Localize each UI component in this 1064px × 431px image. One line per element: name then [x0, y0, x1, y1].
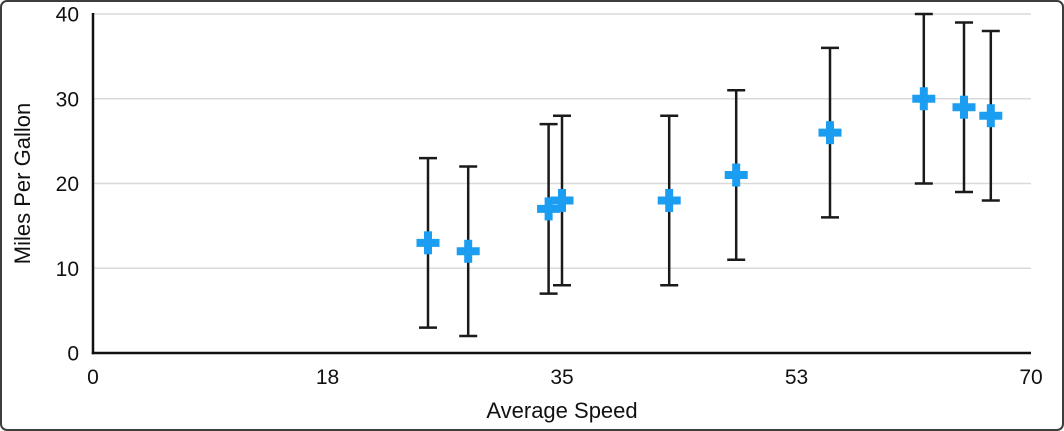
- data-point-marker: [456, 239, 480, 263]
- axes-layer: [91, 13, 1031, 355]
- data-point-marker: [657, 188, 681, 212]
- data-points-layer: [416, 87, 1003, 263]
- x-tick-label: 18: [316, 366, 339, 389]
- y-axis-title: Miles Per Gallon: [10, 103, 35, 264]
- x-tick-label: 0: [87, 366, 99, 389]
- data-point-marker: [537, 197, 561, 221]
- x-tick-label: 53: [785, 366, 808, 389]
- x-tick-label: 35: [550, 366, 573, 389]
- tick-labels-layer: 0 10 20 30 40 0 18 35 53 70: [56, 4, 1043, 390]
- x-axis-title: Average Speed: [486, 398, 637, 423]
- data-point-marker: [979, 104, 1003, 128]
- y-tick-label: 0: [67, 343, 79, 366]
- data-point-marker: [912, 87, 936, 111]
- x-tick-label: 70: [1019, 366, 1042, 389]
- data-point-marker: [550, 188, 574, 212]
- y-tick-label: 20: [56, 173, 79, 196]
- data-point-marker: [952, 95, 976, 119]
- error-bars-layer: [419, 12, 1000, 338]
- data-point-marker: [724, 163, 748, 187]
- y-tick-label: 10: [56, 258, 79, 281]
- data-point-marker: [416, 231, 440, 255]
- y-tick-label: 40: [56, 4, 79, 27]
- data-point-marker: [818, 121, 842, 145]
- y-tick-label: 30: [56, 88, 79, 111]
